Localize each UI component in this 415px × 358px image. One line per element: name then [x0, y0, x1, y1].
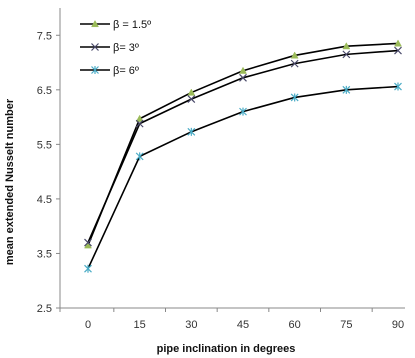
legend-marker [91, 19, 99, 28]
legend-item: β= 6º [80, 65, 139, 77]
y-tick-label: 5.5 [37, 139, 52, 151]
x-tick-label: 60 [289, 319, 301, 331]
x-tick-label: 30 [185, 319, 197, 331]
data-point [135, 119, 144, 128]
data-point [239, 73, 247, 82]
y-tick-label: 3.5 [37, 248, 52, 260]
legend: β = 1.5º β= 3º β= 6º [80, 19, 151, 77]
data-point [239, 66, 247, 74]
data-point [135, 114, 144, 122]
legend-marker [91, 43, 99, 51]
data-point [290, 59, 299, 68]
x-tick-label: 75 [340, 319, 352, 331]
data-point [342, 50, 351, 59]
legend-label: β= 6º [113, 65, 139, 77]
y-tick-label: 2.5 [37, 303, 52, 315]
series-1 [84, 39, 402, 249]
data-point [187, 127, 196, 136]
data-point [84, 238, 92, 247]
y-tick-label: 6.5 [37, 85, 52, 97]
x-tick-label: 15 [134, 319, 146, 331]
data-point [394, 82, 402, 91]
y-tick-label: 4.5 [37, 194, 52, 206]
data-point [342, 42, 351, 50]
x-tick-label: 90 [392, 319, 404, 331]
data-point [239, 107, 247, 116]
y-axis-ticks: 2.5 3.5 4.5 5.5 6.5 7.5 [37, 30, 60, 315]
x-tick-label: 0 [85, 319, 91, 331]
series-line [87, 49, 399, 243]
x-axis-ticks: 0 15 30 45 60 75 90 [59, 308, 404, 331]
data-point [394, 46, 402, 55]
series-layer [84, 39, 402, 273]
data-point [187, 95, 196, 104]
data-point [290, 93, 299, 102]
data-point [84, 264, 92, 273]
series-2 [84, 46, 402, 247]
legend-label: β= 3º [113, 42, 139, 54]
x-axis-label: pipe inclination in degrees [157, 343, 296, 355]
x-tick-label: 45 [237, 319, 249, 331]
y-axis-label: mean extended Nusselt number [4, 98, 16, 265]
legend-item: β = 1.5º [80, 19, 151, 31]
data-point [290, 51, 299, 59]
series-3 [84, 82, 402, 273]
y-tick-label: 7.5 [37, 30, 52, 42]
legend-item: β= 3º [80, 42, 139, 54]
data-point [187, 88, 196, 96]
data-point [342, 85, 351, 94]
data-point [135, 152, 144, 161]
legend-marker [91, 66, 99, 74]
data-point [394, 39, 402, 47]
legend-label: β = 1.5º [113, 19, 151, 31]
